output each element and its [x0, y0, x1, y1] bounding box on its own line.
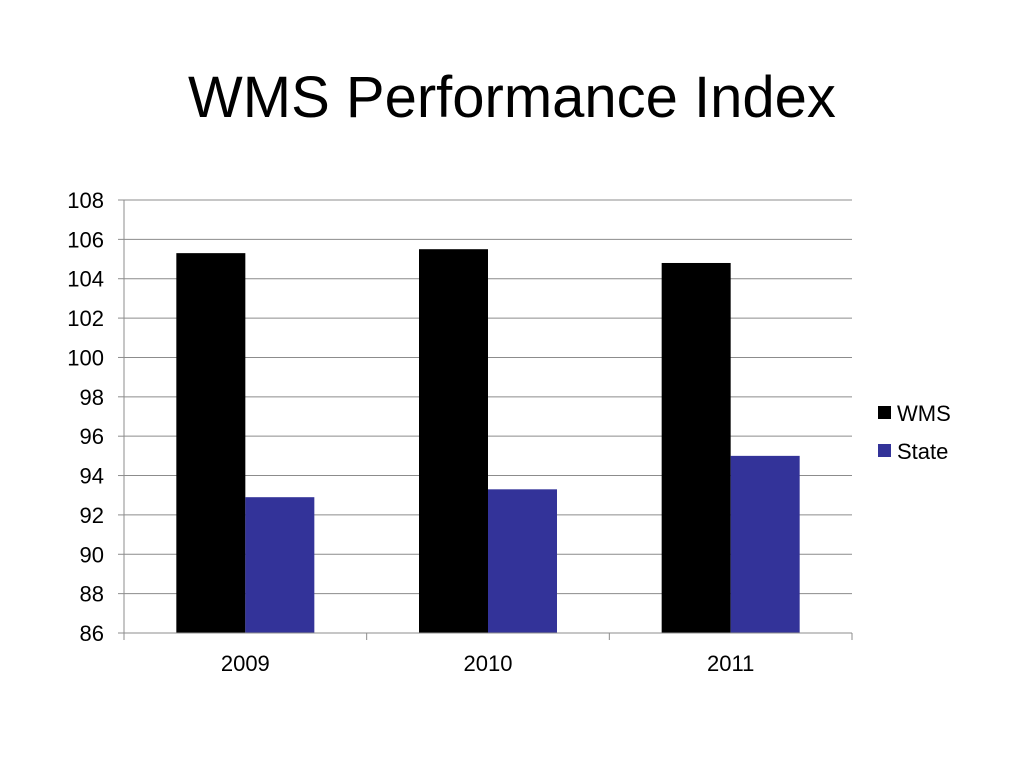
x-tick-label: 2011	[707, 651, 754, 676]
y-tick-label: 100	[67, 345, 104, 370]
y-tick-label: 86	[80, 621, 104, 646]
y-tick-label: 92	[80, 503, 104, 528]
x-tick-label: 2009	[221, 651, 270, 676]
bar-state-2011	[730, 455, 800, 633]
y-tick-label: 96	[80, 424, 104, 449]
y-tick-label: 88	[80, 582, 104, 607]
x-tick-label: 2010	[464, 651, 513, 676]
axes: 86 88 90 92 94 96 98 100 102 104 106 108 2009 2010 201…	[67, 188, 853, 676]
legend: WMS State	[878, 401, 951, 464]
bar-state-2010	[488, 489, 557, 633]
y-tick-label: 98	[80, 385, 104, 410]
legend-swatch-wms	[878, 406, 891, 419]
y-tick-label: 90	[80, 542, 104, 567]
bar-wms-2010	[419, 249, 488, 634]
bar-wms-2011	[661, 262, 731, 633]
y-tick-label: 106	[67, 227, 104, 252]
bar-state-2009	[245, 497, 315, 633]
y-tick-label: 102	[67, 306, 104, 331]
y-tick-label: 94	[80, 464, 104, 489]
legend-label-state: State	[897, 439, 948, 464]
bars	[176, 249, 800, 634]
legend-swatch-state	[878, 444, 891, 457]
chart-title: WMS Performance Index	[188, 65, 836, 130]
y-tick-label: 104	[67, 267, 104, 292]
legend-label-wms: WMS	[897, 401, 951, 426]
bar-wms-2009	[176, 253, 246, 633]
y-tick-label: 108	[67, 188, 104, 213]
